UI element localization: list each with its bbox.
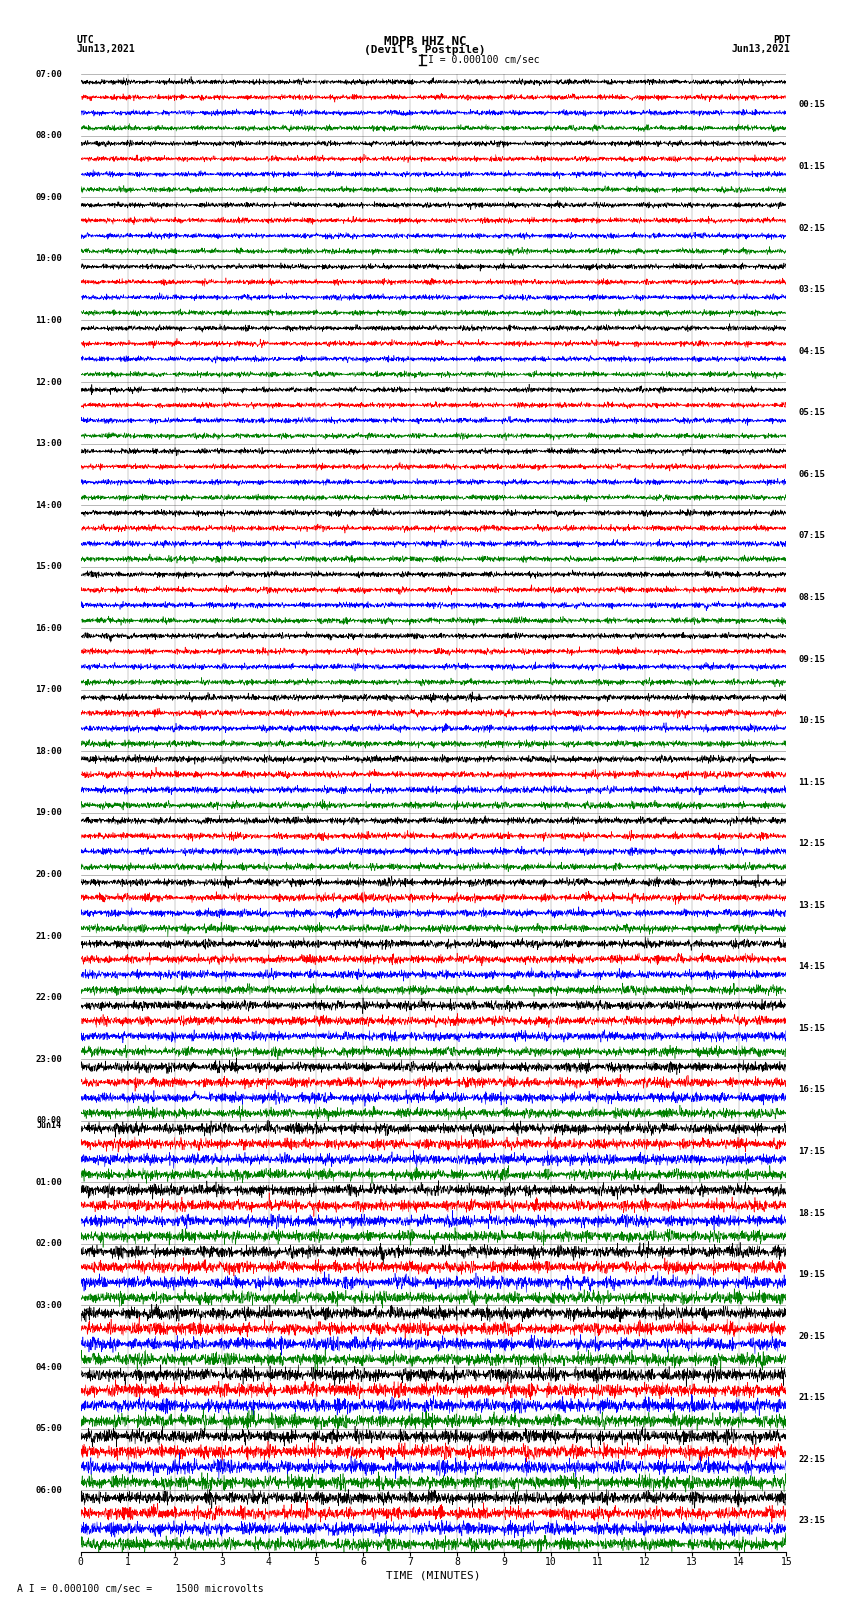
Text: UTC: UTC <box>76 35 94 45</box>
Text: 10:00: 10:00 <box>35 255 62 263</box>
Text: (Devil's Postpile): (Devil's Postpile) <box>365 45 485 55</box>
Text: 11:00: 11:00 <box>35 316 62 324</box>
Text: 06:00: 06:00 <box>35 1486 62 1495</box>
Text: 03:00: 03:00 <box>35 1302 62 1310</box>
Text: 06:15: 06:15 <box>798 469 824 479</box>
Text: 19:15: 19:15 <box>798 1269 824 1279</box>
Text: 10:15: 10:15 <box>798 716 824 726</box>
Text: 13:15: 13:15 <box>798 900 824 910</box>
Text: A I = 0.000100 cm/sec =    1500 microvolts: A I = 0.000100 cm/sec = 1500 microvolts <box>17 1584 264 1594</box>
Text: 07:15: 07:15 <box>798 531 824 540</box>
Text: Jun13,2021: Jun13,2021 <box>732 44 791 53</box>
X-axis label: TIME (MINUTES): TIME (MINUTES) <box>386 1569 481 1581</box>
Text: 01:00: 01:00 <box>35 1177 62 1187</box>
Text: 08:00: 08:00 <box>35 131 62 140</box>
Text: 21:00: 21:00 <box>35 932 62 940</box>
Text: 21:15: 21:15 <box>798 1394 824 1402</box>
Text: 22:00: 22:00 <box>35 994 62 1002</box>
Text: 20:15: 20:15 <box>798 1332 824 1340</box>
Text: 13:00: 13:00 <box>35 439 62 448</box>
Text: 00:00: 00:00 <box>37 1116 62 1126</box>
Text: 02:15: 02:15 <box>798 224 824 232</box>
Text: 05:15: 05:15 <box>798 408 824 418</box>
Text: 23:15: 23:15 <box>798 1516 824 1526</box>
Text: 12:00: 12:00 <box>35 377 62 387</box>
Text: 16:00: 16:00 <box>35 624 62 632</box>
Text: 17:00: 17:00 <box>35 686 62 694</box>
Text: PDT: PDT <box>773 35 790 45</box>
Text: 03:15: 03:15 <box>798 286 824 294</box>
Text: 14:15: 14:15 <box>798 963 824 971</box>
Text: 20:00: 20:00 <box>35 869 62 879</box>
Text: 15:00: 15:00 <box>35 563 62 571</box>
Text: 16:15: 16:15 <box>798 1086 824 1095</box>
Text: 17:15: 17:15 <box>798 1147 824 1157</box>
Text: 04:15: 04:15 <box>798 347 824 356</box>
Text: 00:15: 00:15 <box>798 100 824 110</box>
Text: 15:15: 15:15 <box>798 1024 824 1032</box>
Text: Jun14: Jun14 <box>37 1121 62 1129</box>
Text: 18:15: 18:15 <box>798 1208 824 1218</box>
Text: 14:00: 14:00 <box>35 500 62 510</box>
Text: MDPB HHZ NC: MDPB HHZ NC <box>383 35 467 48</box>
Text: 19:00: 19:00 <box>35 808 62 818</box>
Text: 22:15: 22:15 <box>798 1455 824 1465</box>
Text: 08:15: 08:15 <box>798 594 824 602</box>
Text: 09:00: 09:00 <box>35 194 62 202</box>
Text: 04:00: 04:00 <box>35 1363 62 1371</box>
Text: 11:15: 11:15 <box>798 777 824 787</box>
Text: 18:00: 18:00 <box>35 747 62 756</box>
Text: Jun13,2021: Jun13,2021 <box>76 44 135 53</box>
Text: 09:15: 09:15 <box>798 655 824 663</box>
Text: I = 0.000100 cm/sec: I = 0.000100 cm/sec <box>428 55 540 65</box>
Text: 23:00: 23:00 <box>35 1055 62 1063</box>
Text: 02:00: 02:00 <box>35 1239 62 1248</box>
Text: 07:00: 07:00 <box>35 69 62 79</box>
Text: 05:00: 05:00 <box>35 1424 62 1432</box>
Text: 01:15: 01:15 <box>798 161 824 171</box>
Text: 12:15: 12:15 <box>798 839 824 848</box>
